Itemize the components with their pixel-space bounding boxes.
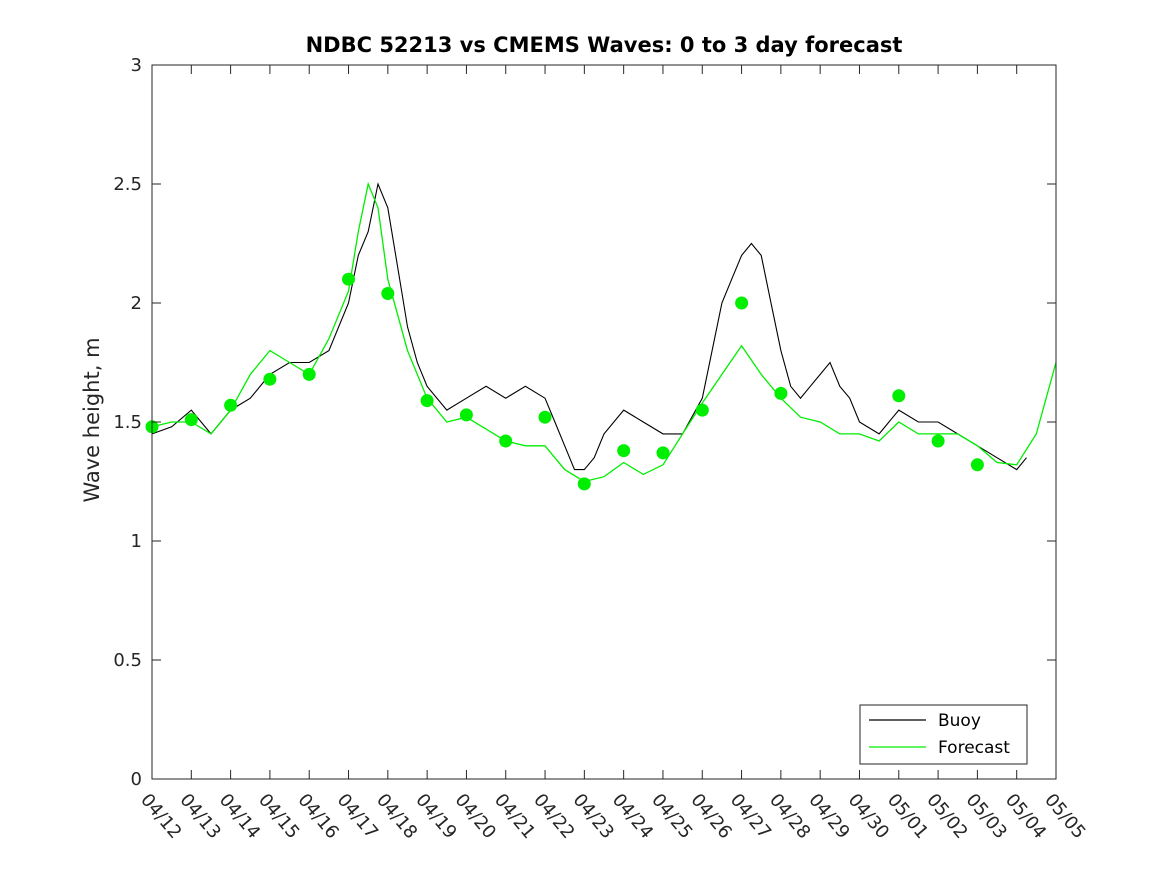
x-tick-label: 04/18 <box>372 790 421 843</box>
y-tick-label: 2.5 <box>113 174 142 195</box>
forecast-start-marker <box>892 389 906 403</box>
x-tick-label: 04/21 <box>490 790 539 843</box>
forecast-start-marker <box>420 394 434 408</box>
forecast-series-line <box>151 181 1057 483</box>
x-tick-label: 05/02 <box>922 790 971 843</box>
x-tick-label: 05/03 <box>962 790 1011 843</box>
x-tick-label: 04/23 <box>569 790 618 843</box>
x-tick-label: 04/30 <box>844 790 893 843</box>
legend-forecast-label: Forecast <box>938 738 1010 758</box>
x-tick-label: 05/04 <box>1001 790 1050 843</box>
forecast-start-marker <box>774 386 788 400</box>
x-tick-label: 04/19 <box>411 790 460 843</box>
x-tick-label: 04/15 <box>254 790 303 843</box>
legend-buoy-label: Buoy <box>938 711 981 731</box>
forecast-start-marker <box>970 458 984 472</box>
forecast-start-marker <box>302 367 316 381</box>
x-tick-label: 04/16 <box>293 790 342 843</box>
x-tick-label: 05/05 <box>1040 790 1089 843</box>
forecast-start-marker <box>224 398 238 412</box>
x-tick-label: 04/27 <box>726 790 775 843</box>
forecast-start-marker <box>735 296 749 310</box>
y-tick-label: 2 <box>131 293 142 314</box>
x-tick-label: 04/29 <box>804 790 853 843</box>
buoy-series-line <box>151 182 1027 471</box>
forecast-start-marker <box>931 434 945 448</box>
x-tick-label: 04/26 <box>686 790 735 843</box>
x-tick-label: 05/01 <box>883 790 932 843</box>
forecast-start-marker <box>538 410 552 424</box>
y-tick-label: 0 <box>131 769 142 790</box>
forecast-start-marker <box>342 272 355 286</box>
forecast-start-marker <box>577 477 591 491</box>
forecast-start-marker <box>695 403 709 417</box>
x-tick-label: 04/20 <box>451 790 500 843</box>
legend-box <box>859 704 1028 765</box>
forecast-start-marker <box>499 434 513 448</box>
x-tick-label: 04/24 <box>608 790 657 843</box>
y-tick-label: 1 <box>131 531 142 552</box>
x-tick-label: 04/25 <box>647 790 696 843</box>
x-tick-label: 04/13 <box>175 790 224 843</box>
y-tick-label: 3 <box>131 55 142 76</box>
x-tick-label: 04/12 <box>136 790 185 843</box>
y-tick-label: 0.5 <box>113 650 142 671</box>
x-tick-label: 04/17 <box>333 790 382 843</box>
forecast-start-marker <box>263 372 277 386</box>
y-tick-label: 1.5 <box>113 412 142 433</box>
plot-area <box>145 181 1057 491</box>
x-tick-label: 04/22 <box>529 790 578 843</box>
forecast-start-marker <box>381 287 395 300</box>
forecast-start-marker <box>617 444 631 458</box>
forecast-start-marker <box>656 446 670 460</box>
x-tick-label: 04/14 <box>215 790 264 843</box>
forecast-start-marker <box>184 413 198 427</box>
forecast-start-marker <box>459 408 473 422</box>
x-tick-label: 04/28 <box>765 790 814 843</box>
chart-title: NDBC 52213 vs CMEMS Waves: 0 to 3 day fo… <box>306 33 903 57</box>
y-axis-label: Wave height, m <box>80 337 104 502</box>
legend: Buoy Forecast <box>859 704 1028 765</box>
